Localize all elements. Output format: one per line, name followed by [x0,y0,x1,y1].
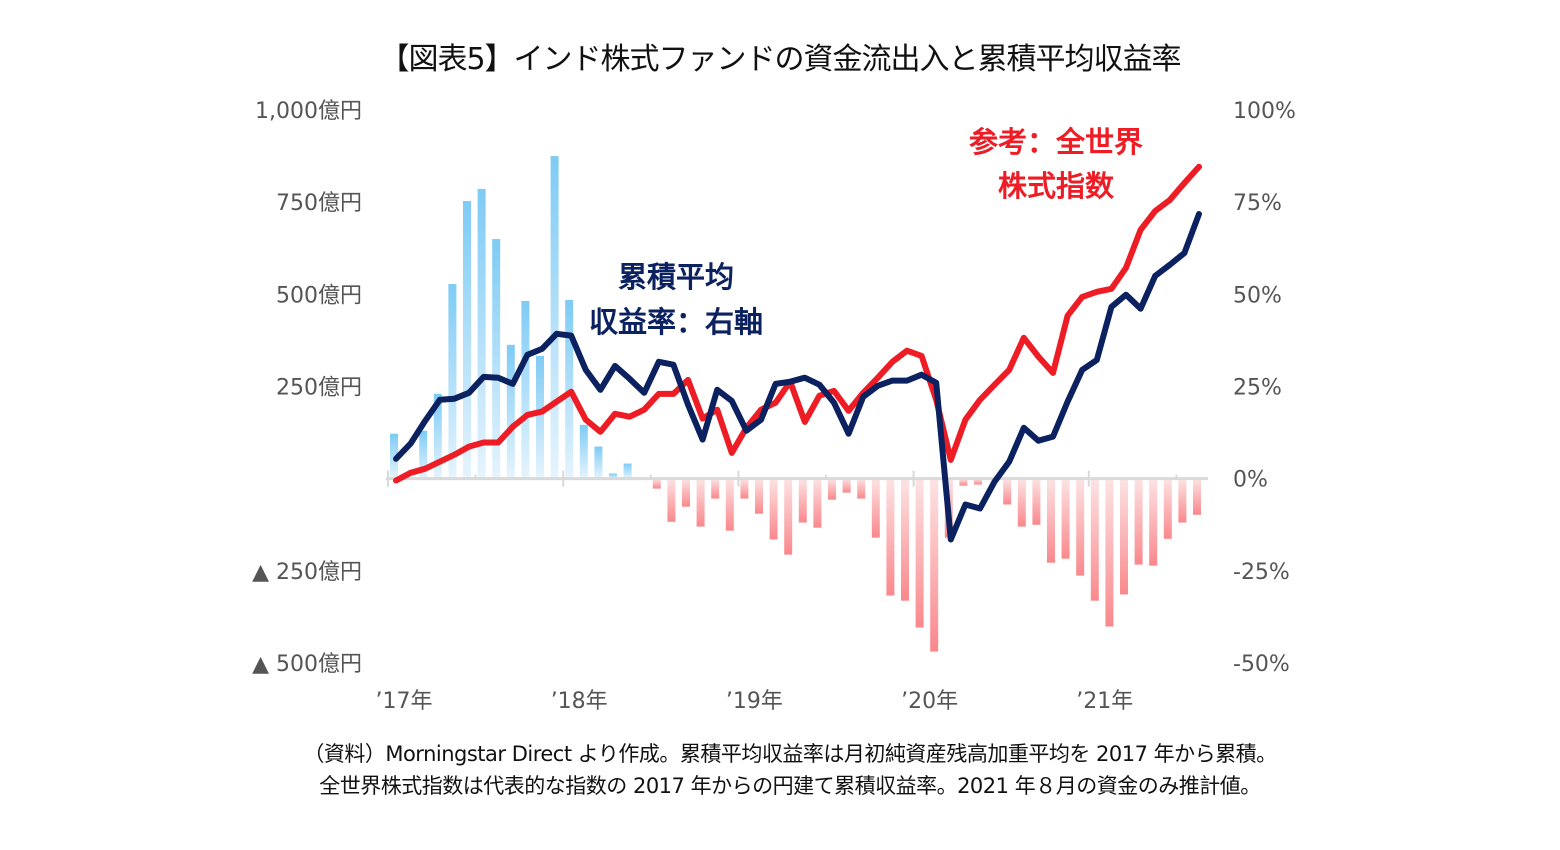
flow-bar [1193,478,1201,515]
right-tick-label: -25% [1233,560,1290,585]
annotation-cumulative-return-2: 収益率：右軸 [589,305,763,339]
flow-bar [609,473,617,479]
flow-bar [1120,478,1128,595]
right-axis: 100% 75% 50% 25% 0% -25% -50% [1233,99,1296,677]
cumulative-return-line [393,211,1202,543]
flow-bar [579,424,588,479]
flow-bar [915,478,924,628]
right-tick-label: 50% [1233,283,1282,308]
x-axis-labels: ’17年 ’18年 ’19年 ’20年 ’21年 [376,689,1134,714]
left-tick-label: ▲ 500億円 [252,652,362,677]
flow-bar [798,478,807,523]
x-tick-label: ’17年 [376,689,433,714]
flow-bar [886,478,895,596]
x-axis [386,470,1208,487]
footnote: （資料）Morningstar Direct より作成。累積平均収益率は月初純資… [170,738,1410,802]
annotation-world-index-1: 参考：全世界 [969,125,1143,159]
return-lines [393,163,1202,543]
left-tick-label: 500億円 [276,283,362,308]
flow-bar [1105,478,1114,627]
x-tick-label: ’18年 [551,689,608,714]
footnote-line-2: 全世界株式指数は代表的な指数の 2017 年からの円建て累積収益率。2021 年… [319,774,1261,798]
flow-bar [1134,478,1143,565]
flow-bar [492,239,501,479]
flow-bar [433,393,442,479]
flow-bar [390,433,398,479]
flow-bar [930,478,939,652]
flow-bar [959,478,968,486]
flow-bar [1032,478,1041,525]
x-tick-label: ’20年 [901,689,958,714]
flow-bar [857,478,866,499]
world-index-line [393,163,1202,484]
flow-bar [813,478,822,528]
flow-bar [477,188,486,479]
flow-bar [419,430,428,479]
flow-bar [1149,478,1158,566]
flow-bar [594,446,603,479]
flow-bar [1163,478,1172,539]
flow-bar [740,478,749,499]
flow-bars [390,156,1201,652]
flow-bar [1090,478,1099,601]
flow-bar [725,478,734,531]
flow-bar [652,478,661,489]
flow-bar [711,478,720,499]
annotation-world-index-2: 株式指数 [998,169,1115,203]
flow-bar [755,478,763,514]
flow-bar [536,355,544,479]
flow-bar [769,478,778,540]
flow-bar [828,478,836,500]
footnote-line-1: （資料）Morningstar Direct より作成。累積平均収益率は月初純資… [303,742,1277,766]
flow-bar [696,478,705,527]
flow-bar [901,478,909,601]
flow-bar [1047,478,1055,563]
right-tick-label: 0% [1233,468,1268,493]
flow-bar [506,344,515,479]
flow-bar [784,478,793,555]
left-tick-label: 250億円 [276,376,362,401]
flow-bar [1017,478,1026,527]
flow-bar [623,463,632,479]
left-tick-label: ▲ 250億円 [252,560,362,585]
flow-bar [871,478,880,538]
flow-bar [682,478,690,507]
flow-bar [521,300,530,479]
flow-bar [1003,478,1012,505]
flow-bar [667,478,676,522]
flow-bar [1061,478,1070,559]
x-tick-label: ’21年 [1076,689,1133,714]
left-tick-label: 1,000億円 [255,99,362,124]
x-tick-label: ’19年 [726,689,783,714]
left-axis: 1,000億円 750億円 500億円 250億円 ▲ 250億円 ▲ 500億円 [252,99,362,677]
flow-bar [1076,478,1085,576]
chart-title: 【図表5】インド株式ファンドの資金流出入と累積平均収益率 [379,42,1181,77]
right-tick-label: 75% [1233,191,1282,216]
right-tick-label: 100% [1233,99,1296,124]
flow-bar [463,201,471,479]
flow-bar [974,478,982,485]
left-tick-label: 750億円 [276,191,362,216]
flow-bar [550,156,559,479]
flow-bar [448,284,457,479]
right-tick-label: 25% [1233,376,1282,401]
flow-bar [842,478,851,493]
flow-bar [565,299,574,479]
annotation-cumulative-return-1: 累積平均 [618,260,734,294]
right-tick-label: -50% [1233,652,1290,677]
chart-canvas: 1,000億円 750億円 500億円 250億円 ▲ 250億円 ▲ 500億円 100… [252,99,1296,714]
flow-bar [1178,478,1187,523]
